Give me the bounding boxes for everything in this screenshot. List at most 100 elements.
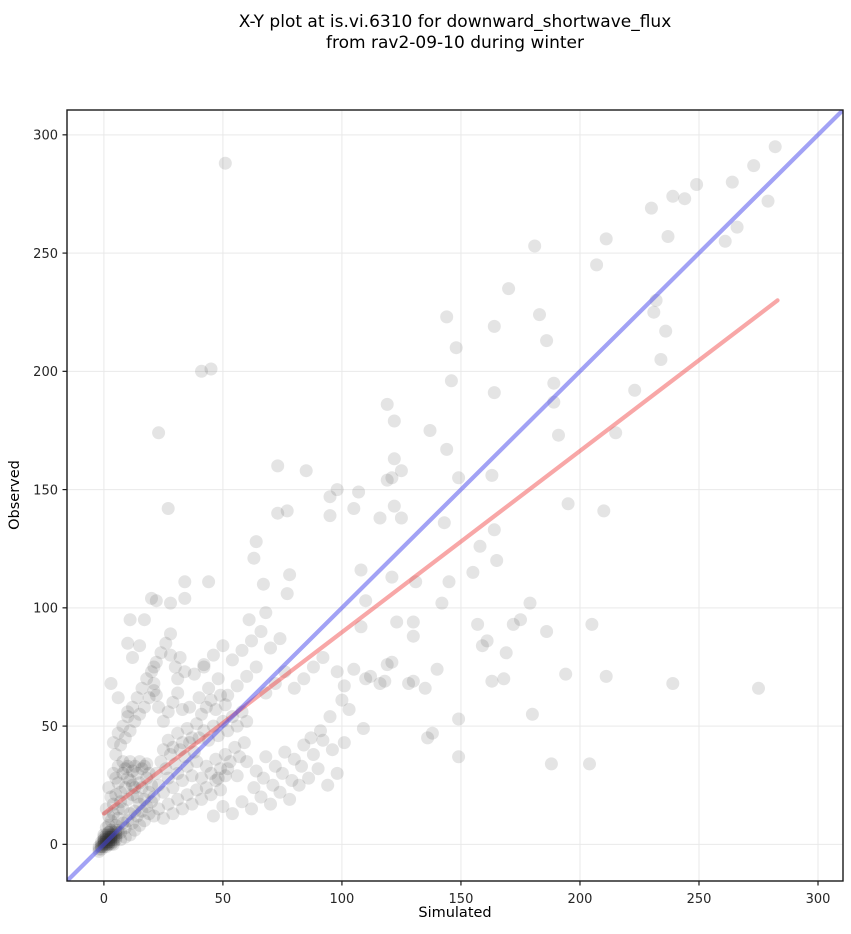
scatter-point [111, 691, 125, 705]
scatter-point [218, 769, 232, 783]
scatter-point [666, 677, 680, 690]
scatter-point [502, 282, 516, 296]
y-tick-label: 200 [33, 365, 58, 380]
scatter-point [202, 575, 216, 589]
scatter-point [254, 625, 268, 638]
scatter-point [266, 778, 280, 792]
scatter-point [233, 750, 247, 764]
scatter-point [314, 724, 327, 738]
scatter-point [156, 811, 170, 825]
scatter-point [164, 648, 177, 662]
scatter-point [180, 788, 194, 802]
scatter-point [190, 717, 204, 731]
scatter-point [316, 733, 330, 747]
y-tick-label: 0 [50, 838, 58, 853]
scatter-point [123, 755, 137, 769]
scatter-point [171, 686, 185, 700]
scatter-point [145, 665, 158, 679]
scatter-point [528, 239, 542, 253]
scatter-point [499, 646, 513, 660]
scatter-point [126, 764, 139, 778]
scatter-point [161, 797, 175, 811]
scatter-point [152, 426, 166, 440]
scatter-point [440, 442, 454, 456]
scatter-point [116, 802, 130, 816]
scatter-point [216, 800, 230, 813]
scatter-point [164, 627, 177, 641]
x-tick-label: 0 [100, 892, 108, 907]
scatter-point [145, 778, 158, 792]
scatter-point [137, 700, 151, 714]
scatter-point [235, 643, 249, 657]
scatter-point [544, 757, 558, 771]
scatter-point [730, 220, 744, 234]
scatter-point [102, 818, 116, 832]
x-tick-label: 100 [330, 892, 355, 907]
scatter-point [373, 677, 387, 690]
scatter-point [118, 731, 132, 745]
scatter-point [111, 726, 125, 740]
scatter-point [173, 743, 187, 757]
scatter-point [628, 383, 642, 397]
scatter-point [354, 563, 368, 577]
scatter-point [280, 504, 294, 518]
x-tick-label: 50 [215, 892, 232, 907]
scatter-point [99, 821, 113, 835]
scatter-point [299, 464, 313, 478]
scatter-point [523, 596, 537, 610]
scatter-point [114, 738, 128, 752]
scatter-point [342, 703, 356, 716]
scatter-point [247, 781, 261, 795]
scatter-point [373, 511, 387, 525]
scatter-point [325, 743, 339, 757]
scatter-point [185, 769, 199, 783]
scatter-point [133, 818, 147, 832]
scatter-point [659, 324, 673, 338]
scatter-point [423, 424, 437, 437]
chart-title-line1: X-Y plot at is.vi.6310 for downward_shor… [238, 12, 672, 32]
scatter-point [245, 802, 258, 816]
x-tick-label: 250 [687, 892, 712, 907]
scatter-point [323, 490, 337, 504]
scatter-point [171, 672, 185, 686]
scatter-point [540, 625, 554, 638]
scatter-point [197, 660, 211, 674]
scatter-point [216, 639, 230, 653]
scatter-point [330, 483, 344, 497]
chart-title-line2: from rav2-09-10 during winter [326, 33, 584, 53]
scatter-point [442, 575, 456, 589]
fit-line [101, 298, 780, 816]
scatter-point [378, 674, 392, 688]
scatter-point [123, 613, 137, 627]
scatter-point [147, 660, 161, 674]
scatter-point [268, 759, 282, 773]
scatter-point [230, 769, 244, 783]
scatter-point [197, 724, 211, 738]
scatter-point [245, 634, 258, 648]
scatter-point [121, 771, 135, 785]
scatter-point [256, 577, 270, 591]
scatter-point [106, 797, 120, 811]
scatter-point [126, 651, 139, 664]
scatter-point [718, 234, 732, 248]
scatter-point [387, 452, 401, 466]
scatter-point [280, 587, 294, 601]
scatter-point [116, 755, 130, 769]
scatter-point [359, 594, 373, 608]
scatter-point [497, 672, 511, 686]
scatter-point [204, 693, 218, 707]
scatter-point [149, 655, 163, 669]
scatter-point [152, 700, 166, 714]
scatter-point [221, 688, 235, 702]
scatter-point [485, 468, 499, 482]
scatter-point [359, 672, 373, 686]
scatter-point [768, 140, 782, 154]
scatter-point [214, 688, 227, 702]
scatter-point [206, 648, 220, 662]
scatter-point [335, 693, 349, 707]
scatter-point [490, 554, 504, 567]
scatter-point [444, 374, 458, 388]
scatter-point [204, 766, 218, 780]
scatter-point [204, 362, 218, 376]
scatter-point [204, 788, 218, 802]
